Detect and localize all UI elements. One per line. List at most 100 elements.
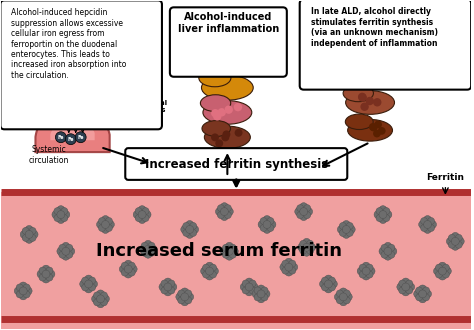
- Circle shape: [64, 112, 74, 123]
- Text: Increased ferritin synthesis: Increased ferritin synthesis: [145, 157, 328, 171]
- Circle shape: [220, 208, 228, 215]
- Circle shape: [419, 290, 427, 298]
- Circle shape: [420, 224, 428, 231]
- Circle shape: [225, 105, 233, 114]
- Circle shape: [220, 203, 228, 211]
- Circle shape: [133, 211, 141, 218]
- Circle shape: [257, 285, 265, 293]
- Circle shape: [23, 291, 30, 298]
- Circle shape: [260, 224, 267, 231]
- Ellipse shape: [346, 114, 373, 129]
- Circle shape: [303, 248, 310, 256]
- Circle shape: [24, 287, 32, 295]
- Circle shape: [267, 217, 274, 224]
- Circle shape: [211, 133, 219, 141]
- Circle shape: [419, 285, 427, 293]
- Circle shape: [186, 230, 194, 238]
- Circle shape: [376, 208, 383, 214]
- Circle shape: [161, 280, 168, 287]
- Circle shape: [436, 271, 442, 278]
- Circle shape: [369, 123, 377, 131]
- Circle shape: [100, 292, 108, 299]
- Circle shape: [346, 222, 353, 229]
- Circle shape: [389, 247, 397, 255]
- Circle shape: [225, 208, 233, 215]
- Ellipse shape: [203, 101, 252, 124]
- Circle shape: [337, 297, 343, 304]
- Circle shape: [144, 245, 152, 253]
- Circle shape: [93, 299, 100, 306]
- Circle shape: [250, 283, 258, 291]
- Circle shape: [263, 220, 271, 228]
- Circle shape: [337, 290, 343, 297]
- Circle shape: [383, 208, 390, 214]
- Circle shape: [128, 269, 135, 276]
- Circle shape: [215, 139, 223, 147]
- Circle shape: [339, 293, 347, 301]
- Circle shape: [438, 262, 447, 270]
- Circle shape: [229, 251, 237, 258]
- Circle shape: [101, 225, 109, 233]
- Circle shape: [230, 247, 238, 255]
- Circle shape: [67, 247, 75, 255]
- Circle shape: [124, 260, 132, 268]
- Circle shape: [374, 121, 382, 128]
- Circle shape: [23, 284, 30, 291]
- Circle shape: [346, 229, 353, 236]
- Circle shape: [388, 244, 395, 251]
- Circle shape: [242, 287, 249, 294]
- Circle shape: [99, 217, 105, 224]
- Circle shape: [75, 132, 86, 143]
- Circle shape: [57, 247, 65, 255]
- Circle shape: [47, 270, 55, 278]
- Circle shape: [261, 294, 268, 301]
- Circle shape: [358, 93, 367, 102]
- Circle shape: [135, 208, 142, 214]
- Circle shape: [235, 129, 243, 137]
- Circle shape: [305, 208, 312, 215]
- Circle shape: [62, 252, 70, 260]
- Circle shape: [107, 220, 114, 228]
- Bar: [74, 115, 78, 128]
- Circle shape: [456, 237, 464, 245]
- Circle shape: [376, 214, 383, 221]
- Circle shape: [46, 274, 53, 281]
- Circle shape: [85, 275, 92, 283]
- Circle shape: [106, 217, 112, 224]
- Circle shape: [339, 222, 346, 229]
- Circle shape: [66, 251, 73, 258]
- Circle shape: [319, 280, 328, 288]
- Circle shape: [222, 244, 229, 251]
- Bar: [67, 115, 71, 128]
- Circle shape: [52, 211, 60, 218]
- Circle shape: [222, 130, 230, 138]
- Circle shape: [218, 205, 224, 212]
- FancyBboxPatch shape: [170, 7, 287, 77]
- Circle shape: [325, 285, 332, 293]
- Circle shape: [77, 112, 88, 123]
- Circle shape: [424, 290, 431, 298]
- Circle shape: [169, 283, 177, 291]
- Circle shape: [289, 267, 296, 274]
- Circle shape: [328, 277, 336, 284]
- Circle shape: [342, 230, 350, 238]
- Circle shape: [448, 234, 455, 241]
- Circle shape: [14, 287, 22, 295]
- Circle shape: [342, 220, 350, 228]
- Circle shape: [225, 252, 233, 260]
- Circle shape: [419, 295, 427, 303]
- Circle shape: [402, 278, 410, 286]
- Circle shape: [138, 211, 146, 218]
- Circle shape: [206, 267, 213, 275]
- Circle shape: [436, 264, 442, 271]
- Circle shape: [343, 290, 350, 297]
- Circle shape: [201, 267, 209, 275]
- Circle shape: [164, 278, 172, 286]
- Text: Increased serum ferritin: Increased serum ferritin: [96, 242, 342, 260]
- Circle shape: [168, 287, 175, 294]
- Circle shape: [307, 240, 314, 247]
- Circle shape: [263, 215, 271, 223]
- Circle shape: [285, 258, 293, 266]
- Circle shape: [423, 294, 429, 301]
- Circle shape: [176, 293, 184, 301]
